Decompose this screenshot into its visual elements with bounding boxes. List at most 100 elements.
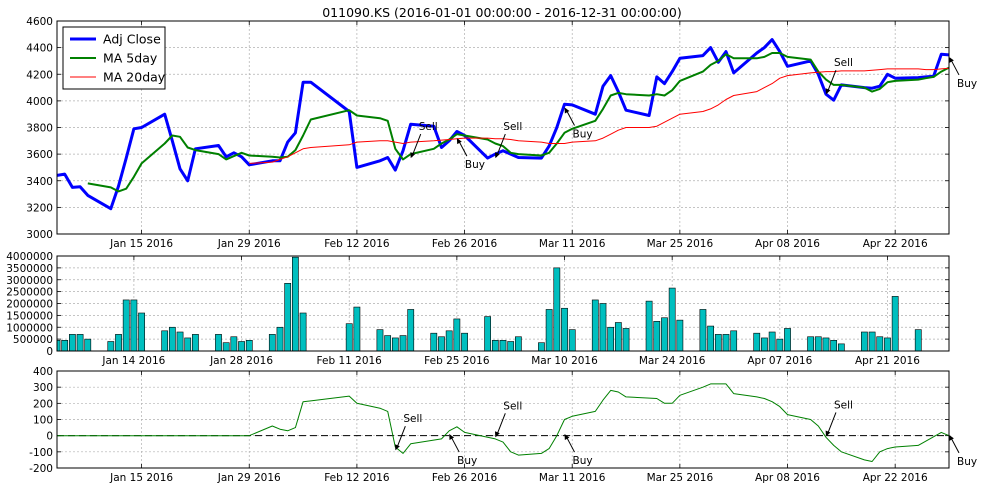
annotation-arrow [395,426,406,450]
volume-bar [192,334,199,351]
x-tick-label: Feb 26 2016 [432,472,498,484]
volume-bar [861,331,868,351]
x-tick-label: Mar 24 2016 [639,355,706,367]
x-tick-label: Jan 15 2016 [109,238,173,250]
volume-bar [784,328,791,351]
annotation-arrowhead [825,88,831,95]
sell-annotation: Sell [494,121,522,159]
volume-bar [807,336,814,351]
volume-bar [661,317,668,351]
volume-bar [830,340,838,351]
annotation-label: Buy [573,129,593,141]
volume-bar [553,267,561,351]
volume-bar [645,300,653,351]
oscillator-panel: -200 -100 0 100 200 300 400 Jan 15 2016 Jan 29 2… [29,366,977,484]
volume-plot-area [57,256,922,351]
volume-bar [161,330,169,351]
buy-annotation: Buy [949,434,977,468]
sell-annotation: Sell [494,400,522,438]
annotation-arrowhead [449,434,455,441]
annotation-label: Sell [503,400,522,412]
y-tick-label: 4200 [26,69,53,81]
volume-bar [122,299,130,351]
annotation-arrowhead [949,56,954,63]
volume-bar [814,336,822,351]
y-tick-label: 200 [33,398,53,410]
x-tick-label: Feb 26 2016 [432,238,498,250]
series-line-oscillator [57,383,949,462]
volume-bar [607,326,615,351]
x-tick-label: Apr 08 2016 [755,472,820,484]
series-line-ma-20day [249,67,949,164]
x-tick-label: Mar 11 2016 [539,472,606,484]
price-axes-frame [56,20,950,235]
volume-bar [876,336,884,351]
volume-bar [115,334,122,351]
volume-bar [722,334,730,351]
volume-bar [491,340,499,351]
annotation-arrow [495,413,506,437]
annotation-arrow [826,70,837,94]
volume-bar [515,336,522,351]
volume-bar [215,334,222,351]
y-tick-label: -100 [29,447,53,459]
x-tick-label: Feb 12 2016 [324,238,390,250]
y-tick-label: 3000 [26,229,53,241]
volume-bar [399,335,407,351]
y-tick-label: 2000000 [6,299,53,311]
volume-bar [445,330,453,351]
annotation-arrowhead [825,430,831,437]
volume-bar [345,323,353,351]
x-tick-label: Apr 07 2016 [747,355,812,367]
volume-bar [438,336,445,351]
volume-bar [461,332,468,351]
volume-bar [668,287,676,351]
annotation-arrowhead [494,152,500,159]
buy-annotation: Buy [449,434,477,467]
legend: Adj Close MA 5day MA 20day [62,26,166,90]
volume-bar [391,337,399,351]
volume-bar [653,321,661,351]
volume-bar [284,283,292,351]
volume-bar [384,335,392,351]
buy-annotation: Buy [564,434,593,467]
buy-annotation: Buy [456,138,485,171]
volume-bar [407,309,415,351]
volume-bar [714,334,722,351]
y-tick-label: 3800 [26,123,53,135]
buy-annotation: Buy [564,107,593,141]
annotation-label: Sell [834,57,853,69]
x-tick-label: Mar 25 2016 [647,238,714,250]
x-tick-label: Mar 25 2016 [647,472,714,484]
y-tick-label: 3200 [26,202,53,214]
volume-bar [561,307,568,351]
volume-bar [222,342,230,351]
y-tick-label: 0 [46,346,53,358]
x-tick-label: Apr 22 2016 [863,472,928,484]
annotation-arrowhead [949,434,954,441]
x-tick-label: Jan 15 2016 [109,472,173,484]
buy-annotation: Buy [949,56,977,90]
volume-bar [176,331,184,351]
volume-bar [891,296,899,351]
volume-bar [768,331,776,351]
volume-bar [107,341,115,351]
volume-bar [484,316,491,351]
annotation-arrowhead [564,107,570,114]
volume-bar [884,337,891,351]
volume-bar [238,341,245,351]
volume-bar [868,331,876,351]
annotation-arrowhead [564,434,570,441]
volume-bar [130,299,138,351]
y-tick-label: -200 [29,463,53,475]
volume-bar [138,312,145,351]
annotation-arrowhead [494,431,500,438]
x-tick-label: Jan 29 2016 [217,238,281,250]
annotation-label: Buy [457,455,477,467]
sell-annotation: Sell [825,399,853,437]
volume-bar [353,306,361,351]
annotation-label: Sell [834,399,853,411]
volume-bar [699,309,707,351]
y-tick-label: 4000 [26,96,53,108]
